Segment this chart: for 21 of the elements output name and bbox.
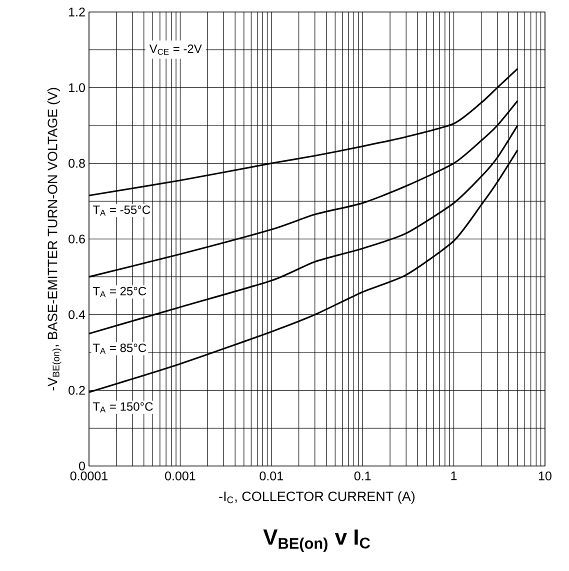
annotation: V$_{CE}$ = -2V bbox=[149, 44, 202, 55]
series-label: T$_{A}$ = -55°C bbox=[92, 206, 150, 216]
y-tick-label: 0.4 bbox=[68, 310, 86, 320]
text: V$_{BE(on)}$ v I$_{C}$ bbox=[263, 530, 370, 552]
y-tick-label: 0.8 bbox=[68, 158, 85, 168]
y-axis-title: -V$_{BE(on)}$, BASE-EMITTER TURN-ON VOLTAGE (V) bbox=[47, 88, 62, 390]
x-tick-label: 1 bbox=[451, 472, 457, 480]
series-label: T$_{A}$ = 25°C bbox=[92, 286, 146, 298]
x-tick-label: 10 bbox=[538, 472, 552, 480]
x-tick-label: 0.001 bbox=[165, 472, 196, 480]
x-axis-title: -I$_{C}$, COLLECTOR CURRENT (A) bbox=[219, 491, 415, 504]
x-tick-label: 0.0001 bbox=[70, 472, 108, 480]
y-tick-label: 0.6 bbox=[68, 234, 85, 244]
y-tick-label: 1.2 bbox=[69, 8, 85, 16]
x-tick-label: 0.01 bbox=[260, 472, 283, 480]
y-tick-label: 0.2 bbox=[68, 386, 85, 395]
x-tick-label: 0.1 bbox=[354, 472, 371, 480]
y-tick-label: 0 bbox=[79, 462, 85, 470]
y-tick-label: 1.0 bbox=[69, 83, 85, 92]
series-label: T$_{A}$ = 85°C bbox=[92, 344, 146, 354]
series-label: T$_{A}$ = 150°C bbox=[92, 402, 153, 412]
